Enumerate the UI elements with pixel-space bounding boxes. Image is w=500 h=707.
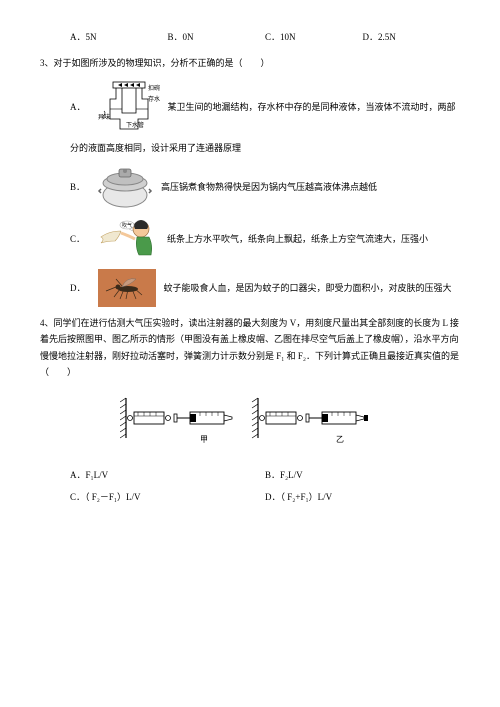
- q4-figure: 甲 乙: [40, 392, 460, 452]
- drain-trap-icon: 扣碗 存水杯 异味 下水管: [98, 81, 160, 133]
- q4-options: A．F₁L/V B．F₂L/V C．（ F₂－F₁）L/V D．（ F₂+F₁）…: [40, 468, 460, 513]
- q2-option-a: A．5N: [70, 30, 168, 44]
- q3-b-label: B．: [70, 180, 85, 194]
- svg-text:异味: 异味: [98, 113, 110, 121]
- svg-text:扣碗: 扣碗: [148, 84, 160, 92]
- q3-c: C． 吹气 纸条上方水平吹气，纸条向上飘起，纸条上方空气流速大，压强小: [40, 217, 460, 261]
- q3-a-label: A．: [70, 100, 86, 114]
- q3-d: D． 蚊子能吸食人血，是因为蚊子的口器尖，即受力面积小，对皮肤的压强大: [40, 269, 460, 307]
- q3-a-text1: 某卫生间的地漏结构，存水杯中存的是同种液体，当液体不流动时，两部: [168, 100, 461, 114]
- svg-text:吹气: 吹气: [122, 222, 132, 229]
- q3-header: 3、对于如图所涉及的物理知识，分析不正确的是（ ）: [40, 56, 460, 70]
- syringe-diagram-icon: 甲 乙: [120, 392, 380, 452]
- q2-option-b: B．0N: [168, 30, 266, 44]
- svg-text:乙: 乙: [336, 435, 344, 444]
- q3-b-text: 高压锅煮食物熟得快是因为锅内气压越高液体沸点越低: [161, 180, 460, 194]
- q4-text: 4、同学们在进行估测大气压实验时，读出注射器的最大刻度为 V，用刻度尺量出其全部…: [40, 315, 460, 380]
- q2-option-c: C．10N: [265, 30, 363, 44]
- mosquito-icon: [98, 269, 156, 307]
- q2-option-d: D．2.5N: [363, 30, 461, 44]
- q3-c-text: 纸条上方水平吹气，纸条向上飘起，纸条上方空气流速大，压强小: [167, 232, 460, 246]
- blowing-person-icon: 吹气: [97, 217, 159, 261]
- pressure-cooker-icon: [97, 165, 153, 209]
- q3-b: B． 高压锅煮食物熟得快是因为锅内气压越高液体沸点越低: [40, 165, 460, 209]
- svg-text:甲: 甲: [200, 435, 208, 444]
- svg-text:存水杯: 存水杯: [148, 95, 160, 103]
- q3-d-label: D．: [70, 281, 86, 295]
- q3-c-label: C．: [70, 232, 85, 246]
- q3-a: A． 扣碗 存水杯 异味 下水管 某卫生间的地漏结构，存水杯中存的是同种液体，当…: [40, 81, 460, 133]
- q3-a-text2: 分的液面高度相同，设计采用了连通器原理: [40, 141, 460, 155]
- q3-d-text: 蚊子能吸食人血，是因为蚊子的口器尖，即受力面积小，对皮肤的压强大: [164, 281, 461, 295]
- q2-options: A．5N B．0N C．10N D．2.5N: [40, 30, 460, 44]
- q4-option-c: C．（ F₂－F₁）L/V: [70, 490, 265, 504]
- q4-option-a: A．F₁L/V: [70, 468, 265, 482]
- q4-option-b: B．F₂L/V: [265, 468, 460, 482]
- q4-option-d: D．（ F₂+F₁）L/V: [265, 490, 460, 504]
- svg-text:下水管: 下水管: [126, 121, 144, 129]
